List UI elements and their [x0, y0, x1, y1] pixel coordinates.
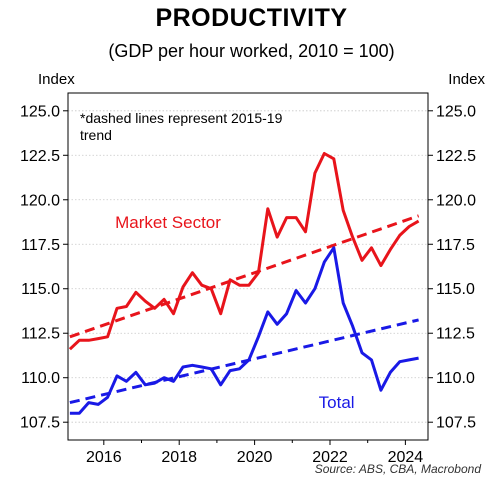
x-tick-label: 2024 — [388, 449, 424, 466]
y-axis-left: 107.5 110.0 112.5 115.0 117.5 120.0 122.5 125.0 — [20, 103, 68, 432]
y-tick-label-right: 107.5 — [436, 415, 476, 432]
trend-note-line-1: *dashed lines represent 2015-19 — [80, 110, 283, 126]
y-tick-label-right: 110.0 — [436, 370, 475, 387]
right-axis-unit: Index — [448, 71, 485, 88]
series-lines — [68, 152, 420, 415]
total-line — [69, 246, 419, 415]
left-axis-unit: Index — [38, 71, 75, 88]
x-tick-label: 2020 — [237, 449, 273, 466]
y-tick-label-left: 125.0 — [20, 103, 60, 120]
chart-title: PRODUCTIVITY — [155, 4, 348, 32]
y-axis-right: 107.5 110.0 112.5 115.0 117.5 120.0 122.5 125.0 — [428, 103, 476, 432]
x-tick-label: 2018 — [161, 449, 197, 466]
series-labels: Market Sector Total — [115, 213, 354, 412]
y-tick-label-right: 117.5 — [436, 237, 475, 254]
market-sector-trend-line — [69, 214, 420, 339]
y-tick-label-right: 115.0 — [436, 281, 475, 298]
x-tick-label: 2016 — [86, 449, 122, 466]
x-axis: 2016 2018 2020 2022 2024 — [86, 440, 423, 466]
gridlines — [68, 110, 428, 423]
total-trend-line — [69, 318, 419, 405]
market-sector-label: Market Sector — [115, 213, 221, 232]
y-tick-label-left: 107.5 — [20, 415, 60, 432]
y-tick-label-right: 112.5 — [436, 326, 475, 343]
plot-frame — [67, 92, 429, 441]
market-sector-line — [68, 152, 420, 351]
y-tick-label-left: 117.5 — [21, 237, 60, 254]
y-tick-label-right: 122.5 — [436, 148, 476, 165]
x-tick-label: 2022 — [312, 449, 348, 466]
trend-note-line-2: trend — [80, 127, 112, 143]
y-tick-label-left: 120.0 — [20, 192, 60, 209]
y-tick-label-left: 122.5 — [20, 148, 60, 165]
y-tick-label-right: 120.0 — [436, 192, 476, 209]
chart-subtitle: (GDP per hour worked, 2010 = 100) — [108, 41, 395, 61]
y-tick-label-right: 125.0 — [436, 103, 476, 120]
y-tick-label-left: 115.0 — [21, 281, 60, 298]
y-tick-label-left: 110.0 — [21, 370, 60, 387]
total-label: Total — [319, 393, 355, 412]
source-note: Source: ABS, CBA, Macrobond — [314, 462, 481, 476]
y-tick-label-left: 112.5 — [21, 326, 60, 343]
